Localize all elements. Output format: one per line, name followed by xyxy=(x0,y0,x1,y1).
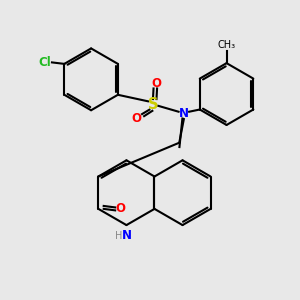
Text: O: O xyxy=(152,77,162,90)
Text: CH₃: CH₃ xyxy=(218,40,236,50)
Text: N: N xyxy=(179,107,189,120)
Text: O: O xyxy=(132,112,142,125)
Text: N: N xyxy=(122,229,131,242)
Text: S: S xyxy=(148,97,158,112)
Text: H: H xyxy=(115,231,122,241)
Text: Cl: Cl xyxy=(39,56,52,69)
Text: O: O xyxy=(116,202,125,215)
